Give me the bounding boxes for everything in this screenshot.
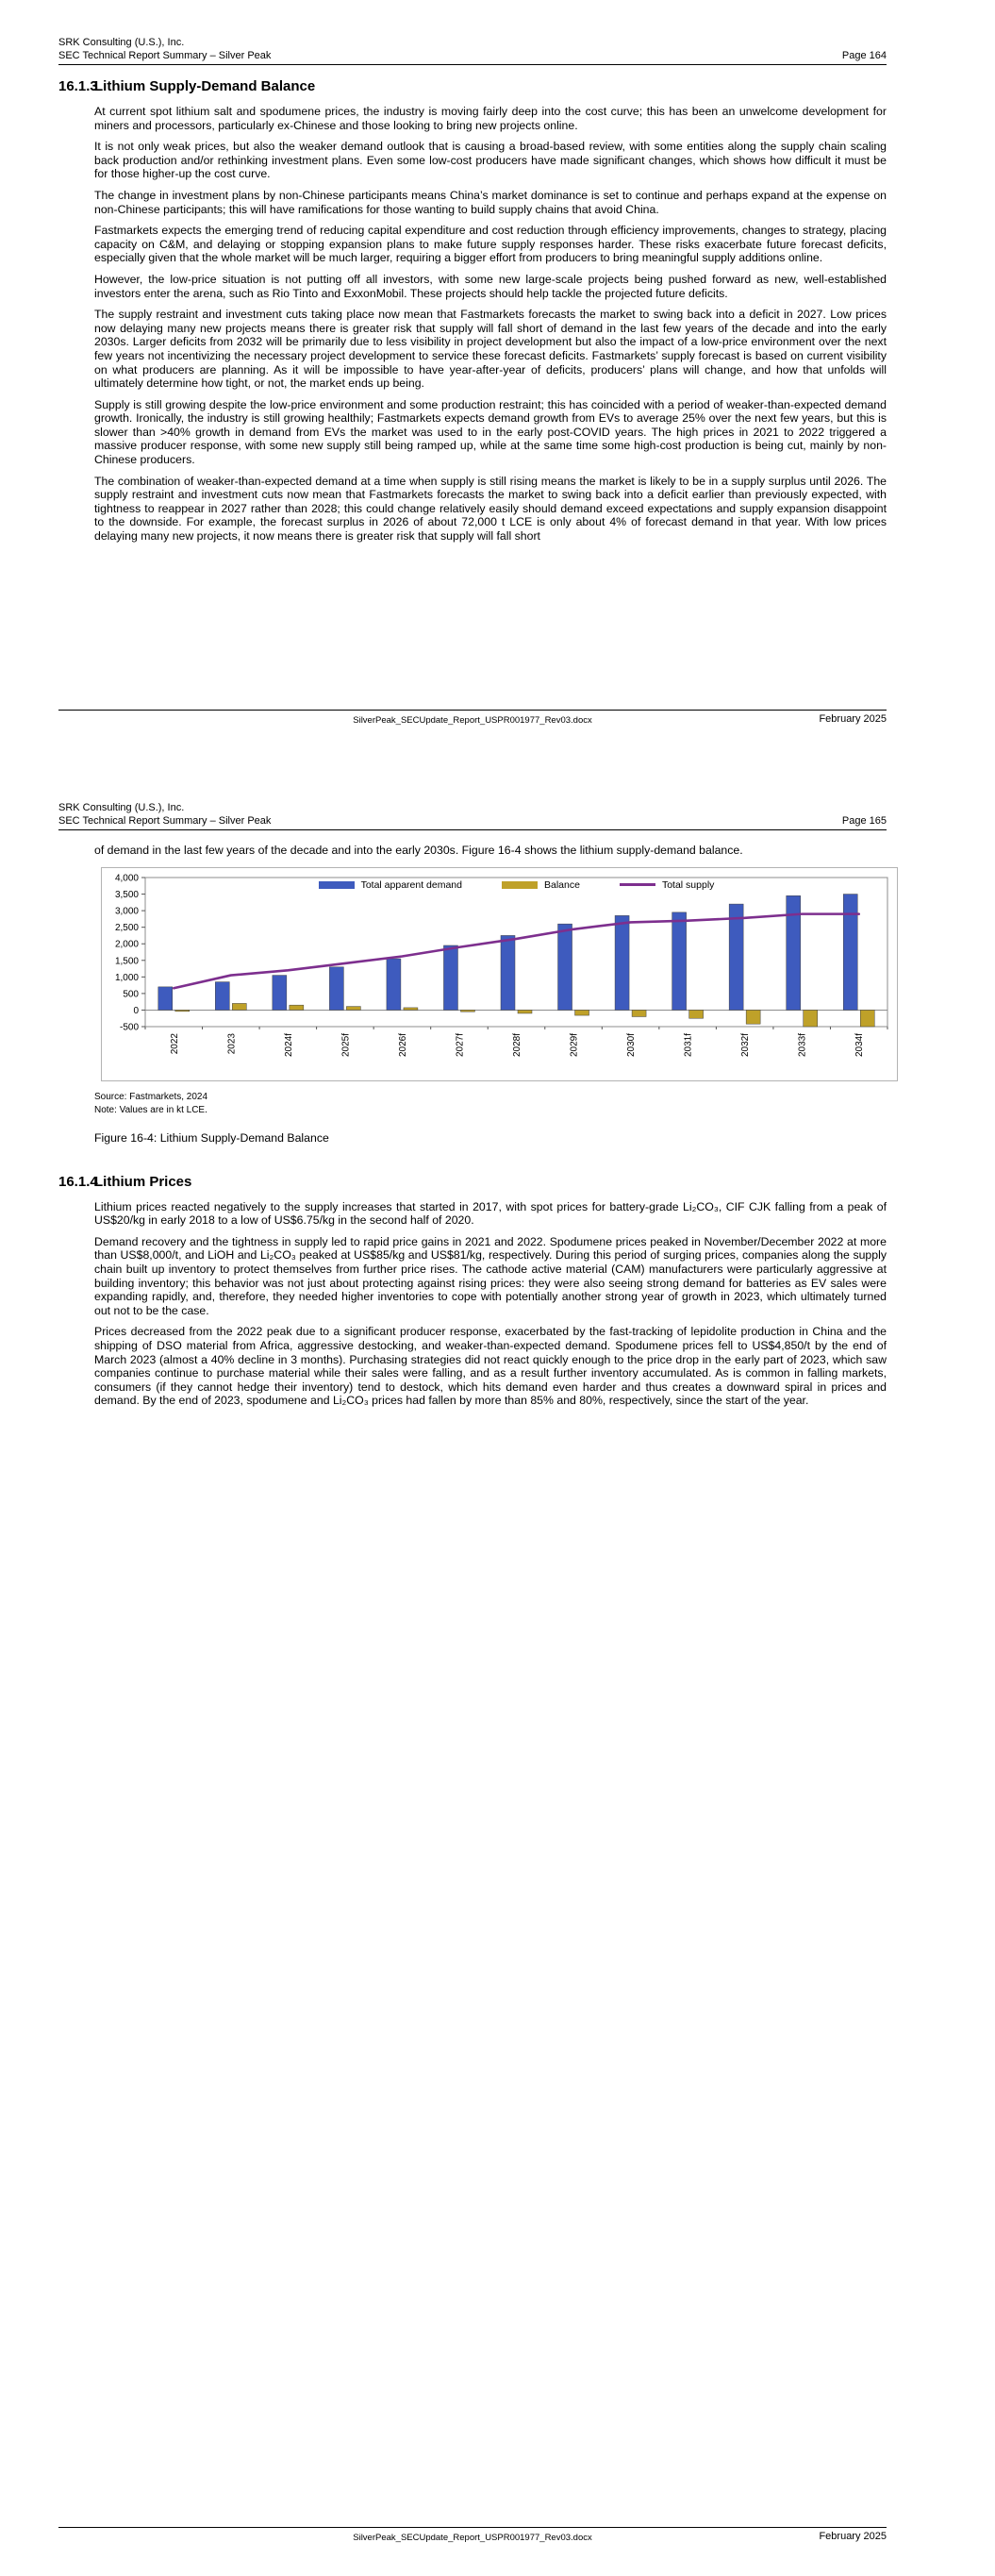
- bar-swatch-icon: [502, 880, 538, 889]
- chart-source: Source: Fastmarkets, 2024: [94, 1091, 208, 1102]
- paragraph: Supply is still growing despite the low-…: [94, 397, 887, 467]
- header-left: SRK Consulting (U.S.), Inc. SEC Technica…: [58, 801, 271, 828]
- svg-text:2025f: 2025f: [340, 1032, 351, 1056]
- svg-text:2031f: 2031f: [684, 1032, 694, 1056]
- legend-item-total-apparent-demand: Total apparent demand: [318, 878, 462, 891]
- paragraph: of demand in the last few years of the d…: [94, 844, 743, 857]
- svg-text:2029f: 2029f: [570, 1032, 580, 1056]
- section-number: 16.1.4: [58, 1173, 98, 1190]
- page-165: SRK Consulting (U.S.), Inc. SEC Technica…: [0, 797, 995, 2576]
- paragraph: The supply restraint and investment cuts…: [94, 308, 887, 391]
- figure-16-4-chart: -500 0 500 1,000 1,500 2,000 2,500 3,000 3,500 4,…: [101, 866, 898, 1081]
- page-footer: SilverPeak_SECUpdate_Report_USPR001977_R…: [58, 2527, 887, 2548]
- header-company: SRK Consulting (U.S.), Inc.: [58, 802, 185, 813]
- header-report-title: SEC Technical Report Summary – Silver Pe…: [58, 815, 272, 827]
- svg-text:2023: 2023: [226, 1032, 237, 1054]
- supply-demand-chart-svg: -500 0 500 1,000 1,500 2,000 2,500 3,000 3,500 4,…: [115, 873, 888, 1057]
- paragraph: The change in investment plans by non-Ch…: [94, 188, 887, 216]
- section-number: 16.1.3: [58, 78, 98, 94]
- svg-text:2032f: 2032f: [740, 1032, 751, 1056]
- section-heading-16-1-3: 16.1.3 Lithium Supply-Demand Balance: [58, 78, 887, 95]
- chart-note: Note: Values are in kt LCE.: [94, 1104, 207, 1115]
- legend-item-total-supply: Total supply: [619, 878, 715, 891]
- footer-date: February 2025: [819, 2531, 887, 2542]
- legend-label: Total apparent demand: [360, 878, 462, 891]
- section-title: Lithium Prices: [94, 1173, 192, 1190]
- header-left: SRK Consulting (U.S.), Inc. SEC Technica…: [58, 36, 271, 62]
- footer-filename: SilverPeak_SECUpdate_Report_USPR001977_R…: [353, 715, 592, 726]
- svg-text:-500: -500: [120, 1022, 139, 1032]
- svg-text:2027f: 2027f: [455, 1032, 465, 1056]
- paragraph: Prices decreased from the 2022 peak due …: [94, 1325, 887, 1408]
- svg-text:2024f: 2024f: [284, 1032, 294, 1056]
- page-165-content: of demand in the last few years of the d…: [58, 844, 898, 1408]
- paragraph: It is not only weak prices, but also the…: [94, 140, 887, 181]
- paragraph: The combination of weaker-than-expected …: [94, 474, 887, 544]
- svg-text:2022: 2022: [170, 1032, 180, 1054]
- legend-label: Total supply: [661, 878, 715, 891]
- header-page-number: Page 164: [841, 50, 887, 61]
- bar-swatch-icon: [318, 880, 355, 889]
- figure-caption: Figure 16-4: Lithium Supply-Demand Balan…: [94, 1130, 329, 1145]
- svg-text:3,000: 3,000: [115, 906, 139, 916]
- paragraph: Lithium prices reacted negatively to the…: [94, 1199, 887, 1228]
- svg-text:1,500: 1,500: [115, 956, 139, 966]
- svg-text:2033f: 2033f: [798, 1032, 808, 1056]
- header-page-number: Page 165: [841, 815, 887, 827]
- svg-text:2,500: 2,500: [115, 923, 139, 933]
- page-164: SRK Consulting (U.S.), Inc. SEC Technica…: [0, 0, 995, 764]
- chart-legend: Total apparent demand Balance Total supply: [145, 879, 887, 891]
- header-report-title: SEC Technical Report Summary – Silver Pe…: [58, 50, 272, 61]
- paragraph: Demand recovery and the tightness in sup…: [94, 1234, 887, 1317]
- section-heading-16-1-4: 16.1.4 Lithium Prices: [58, 1174, 887, 1191]
- svg-text:2030f: 2030f: [626, 1032, 637, 1056]
- page-header: SRK Consulting (U.S.), Inc. SEC Technica…: [58, 797, 887, 830]
- svg-text:1,000: 1,000: [115, 972, 139, 982]
- paragraph: Fastmarkets expects the emerging trend o…: [94, 224, 887, 265]
- legend-label: Balance: [544, 878, 580, 891]
- footer-date: February 2025: [819, 713, 887, 725]
- svg-text:2,000: 2,000: [115, 939, 139, 949]
- svg-text:3,500: 3,500: [115, 890, 139, 900]
- paragraph: At current spot lithium salt and spodume…: [94, 105, 887, 132]
- footer-filename: SilverPeak_SECUpdate_Report_USPR001977_R…: [353, 2533, 592, 2543]
- svg-text:0: 0: [133, 1006, 139, 1016]
- section-title: Lithium Supply-Demand Balance: [94, 78, 316, 94]
- page-header: SRK Consulting (U.S.), Inc. SEC Technica…: [58, 0, 887, 65]
- svg-text:2028f: 2028f: [512, 1032, 522, 1056]
- line-swatch-icon: [619, 883, 655, 887]
- svg-text:2034f: 2034f: [854, 1032, 865, 1056]
- paragraph: However, the low-price situation is not …: [94, 272, 887, 300]
- svg-text:4,000: 4,000: [115, 873, 139, 883]
- legend-item-balance: Balance: [502, 879, 580, 891]
- svg-text:2026f: 2026f: [398, 1032, 408, 1056]
- header-company: SRK Consulting (U.S.), Inc.: [58, 37, 185, 48]
- page-164-content: 16.1.3 Lithium Supply-Demand Balance At …: [58, 78, 887, 544]
- svg-text:500: 500: [123, 989, 139, 999]
- page-footer: SilverPeak_SECUpdate_Report_USPR001977_R…: [58, 710, 887, 730]
